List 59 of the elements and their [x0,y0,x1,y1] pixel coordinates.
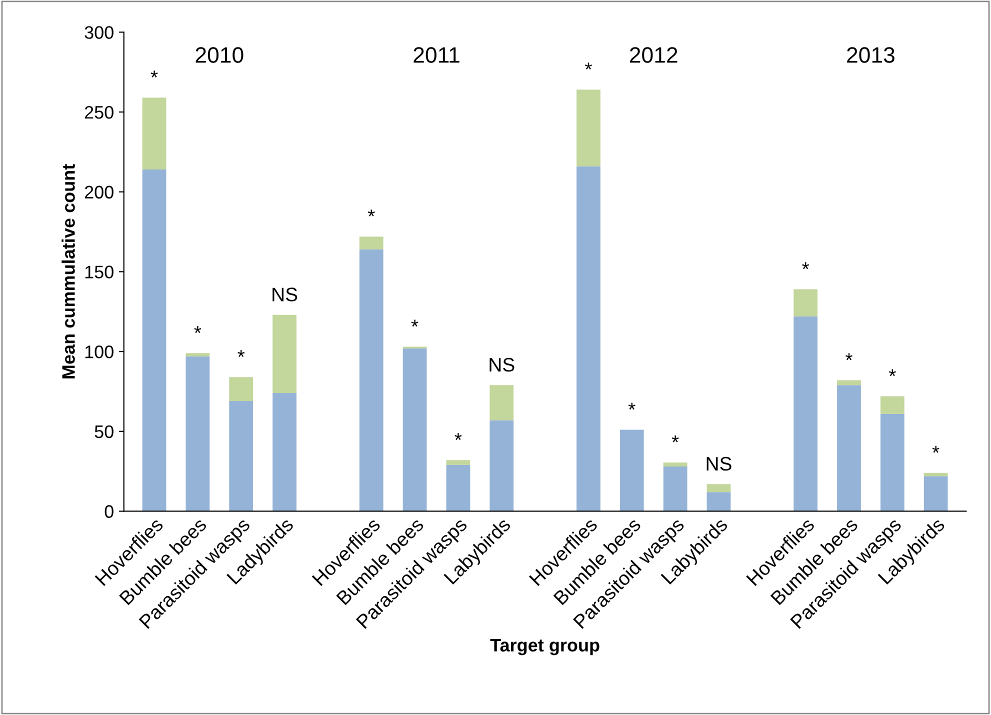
data-label: * [194,326,202,333]
bar [272,314,296,394]
bar [620,430,644,512]
y-tick-label: 200 [84,186,114,199]
annotation: 2010 [196,47,244,63]
bar [924,472,948,476]
bar [880,414,904,512]
y-axis-title: Mean cummulative count [62,164,75,378]
annotation: 2011 [414,47,460,63]
data-label: * [888,369,896,376]
annotation: 2013 [847,47,894,63]
y-tick-label: 150 [85,266,114,278]
bar [402,348,427,512]
bar [576,90,600,166]
data-label: * [150,70,158,78]
y-tick-label: 0 [104,505,114,518]
data-label: * [368,210,375,216]
data-label: * [585,62,592,70]
bar [446,460,470,465]
bar [446,464,470,512]
data-label: * [454,433,462,440]
bar [663,462,688,467]
bar [142,98,166,170]
bar [794,316,818,512]
bar [186,353,210,356]
y-tick-label: 300 [84,26,114,39]
x-axis-title: Target group [490,638,600,656]
data-label: * [846,353,852,360]
y-tick-label: 250 [84,106,114,119]
y-tick-label: 50 [94,425,114,438]
y-tick-label: 100 [85,345,114,358]
data-label: NS [706,456,732,471]
data-label: * [411,320,418,327]
bar [359,249,384,512]
data-label: NS [272,288,298,302]
bar [837,380,861,386]
bar [272,393,296,512]
bar [142,170,166,512]
data-label: NS [490,358,514,372]
data-label: * [802,262,810,270]
bar [706,492,731,512]
bar [663,466,688,512]
data-label: * [672,436,679,442]
bar [794,289,818,316]
bar [490,420,514,512]
data-label: * [932,446,940,453]
bar [576,166,600,512]
bar [229,401,254,512]
bar [706,484,731,492]
annotation: 2012 [630,47,678,63]
bar [924,476,948,512]
bar [359,236,384,250]
bar [490,385,514,420]
bar [880,396,904,414]
data-label: * [238,350,245,357]
bar [229,377,254,402]
bar [837,385,861,512]
bar [186,356,210,512]
data-label: * [628,402,636,410]
